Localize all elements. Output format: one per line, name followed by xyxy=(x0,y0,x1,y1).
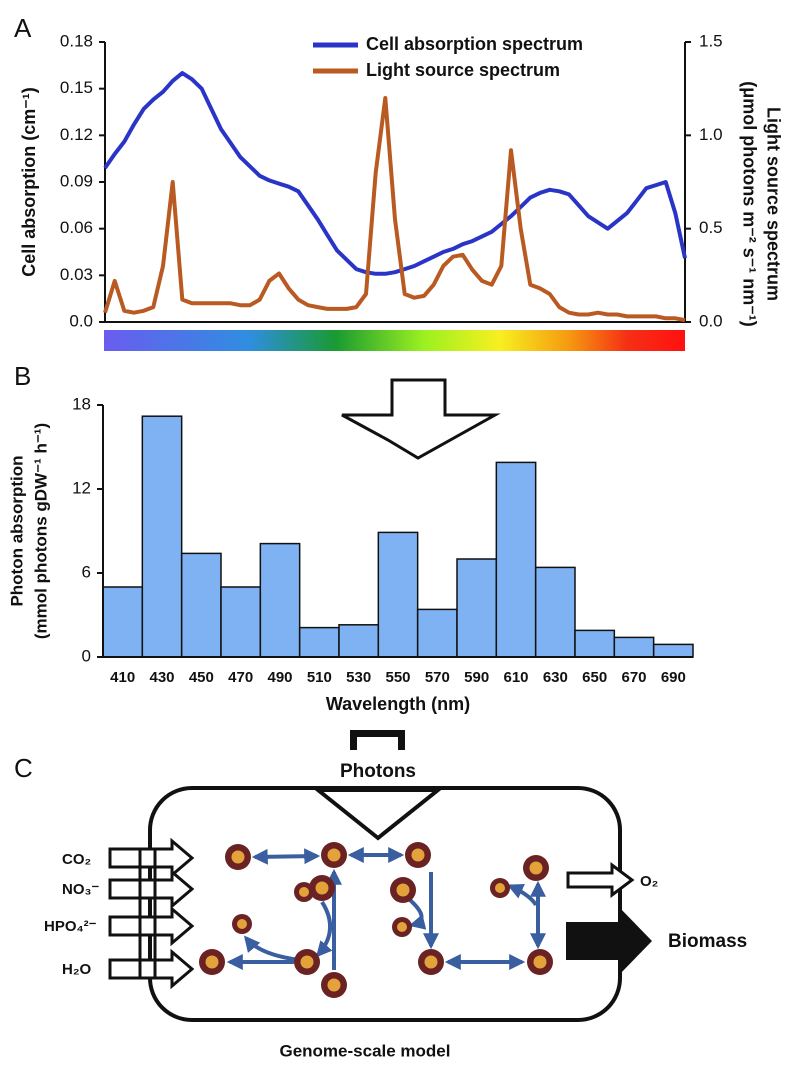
metabolite-core xyxy=(495,883,505,893)
metabolite-core xyxy=(300,955,314,969)
x-tick-label: 630 xyxy=(543,669,568,686)
panel-label: B xyxy=(14,361,31,391)
bar xyxy=(416,608,458,658)
legend-label: Cell absorption spectrum xyxy=(366,34,583,54)
axis xyxy=(104,42,686,323)
legend-label: Light source spectrum xyxy=(366,60,560,80)
x-tick-label: 410 xyxy=(110,669,135,686)
metabolite-core xyxy=(315,881,329,895)
x-tick-label: 610 xyxy=(503,669,528,686)
y-tick-label: 6 xyxy=(82,562,91,581)
y2-tick-label: 0.5 xyxy=(699,218,723,237)
x-tick-label: 490 xyxy=(267,669,292,686)
y-tick-label: 0.0 xyxy=(69,311,93,330)
diagram: Photons CO₂ NO₃⁻ HPO₄²⁻ H₂O O₂ Biomass G… xyxy=(44,730,747,1060)
panel-label: C xyxy=(14,753,33,783)
metabolite-core xyxy=(533,955,547,969)
panel-label: A xyxy=(14,13,32,43)
series-line xyxy=(103,96,686,323)
metabolite-core xyxy=(396,883,410,897)
y-tick-label: 0.06 xyxy=(60,218,93,237)
y-axis-title: Cell absorption (cm⁻¹) xyxy=(19,87,39,277)
bar xyxy=(534,566,576,658)
metabolite-core xyxy=(424,955,438,969)
series-line xyxy=(103,71,687,276)
metabolite-core xyxy=(327,978,341,992)
caption: Genome-scale model xyxy=(279,1041,450,1060)
x-tick-label: 470 xyxy=(228,669,253,686)
y-tick-label: 18 xyxy=(72,394,91,413)
y-tick-label: 0.15 xyxy=(60,78,93,97)
metabolite-core xyxy=(529,861,543,875)
x-tick-label: 450 xyxy=(189,669,214,686)
bar xyxy=(338,624,380,658)
bar xyxy=(220,586,262,658)
input-label: H₂O xyxy=(62,961,91,978)
metabolites xyxy=(199,842,553,998)
output-label: O₂ xyxy=(640,873,658,890)
photon-arrow xyxy=(312,788,444,841)
reaction-arrows xyxy=(226,847,546,970)
bar xyxy=(613,636,655,658)
bar xyxy=(180,552,222,658)
input-label: NO₃⁻ xyxy=(62,881,99,898)
bar xyxy=(102,586,144,658)
y-tick-label: 0 xyxy=(82,646,91,665)
metabolite-core xyxy=(327,848,341,862)
y2-tick-label: 1.0 xyxy=(699,125,723,144)
bar xyxy=(495,461,537,658)
metabolite-core xyxy=(397,922,407,932)
input-arrows xyxy=(108,837,195,990)
metabolite-core xyxy=(205,955,219,969)
bar xyxy=(456,558,498,658)
y-tick-label: 0.09 xyxy=(60,171,93,190)
y2-axis-title: Light source spectrum xyxy=(763,107,783,301)
y-tick-label: 0.03 xyxy=(60,265,93,284)
input-label: HPO₄²⁻ xyxy=(44,918,97,935)
metabolite-core xyxy=(237,919,247,929)
metabolite-core xyxy=(299,887,309,897)
y2-axis-title: (μmol photons m⁻² s⁻¹ nm⁻¹) xyxy=(739,81,759,327)
metabolite-core xyxy=(231,850,245,864)
output-label: Biomass xyxy=(668,931,747,952)
x-tick-label: 570 xyxy=(425,669,450,686)
bar xyxy=(377,531,419,658)
bar xyxy=(259,542,301,658)
photons-label: Photons xyxy=(340,761,416,782)
y2-tick-label: 0.0 xyxy=(699,311,723,330)
spectrum-bar xyxy=(104,330,685,351)
photon-bracket xyxy=(350,730,405,750)
x-tick-label: 590 xyxy=(464,669,489,686)
x-tick-label: 690 xyxy=(661,669,686,686)
x-axis-title: Wavelength (nm) xyxy=(326,694,470,714)
x-tick-label: 650 xyxy=(582,669,607,686)
y-axis-title: Photon absorption xyxy=(7,455,26,606)
x-tick-label: 530 xyxy=(346,669,371,686)
x-tick-label: 430 xyxy=(149,669,174,686)
bar xyxy=(652,643,694,658)
y-tick-label: 0.18 xyxy=(60,31,93,50)
x-tick-label: 670 xyxy=(621,669,646,686)
input-label: CO₂ xyxy=(62,851,91,868)
metabolite-core xyxy=(411,848,425,862)
y-tick-label: 0.12 xyxy=(60,125,93,144)
x-tick-label: 510 xyxy=(307,669,332,686)
y-tick-label: 12 xyxy=(72,478,91,497)
flow-arrow xyxy=(341,378,501,460)
y-axis-title: (mmol photons gDW⁻¹ h⁻¹) xyxy=(31,423,50,639)
x-tick-label: 550 xyxy=(385,669,410,686)
bar xyxy=(298,626,340,658)
y2-tick-label: 1.5 xyxy=(699,31,723,50)
bar xyxy=(574,629,616,658)
output-arrow xyxy=(566,862,635,898)
biomass-arrow xyxy=(566,906,652,976)
bar xyxy=(141,415,183,658)
